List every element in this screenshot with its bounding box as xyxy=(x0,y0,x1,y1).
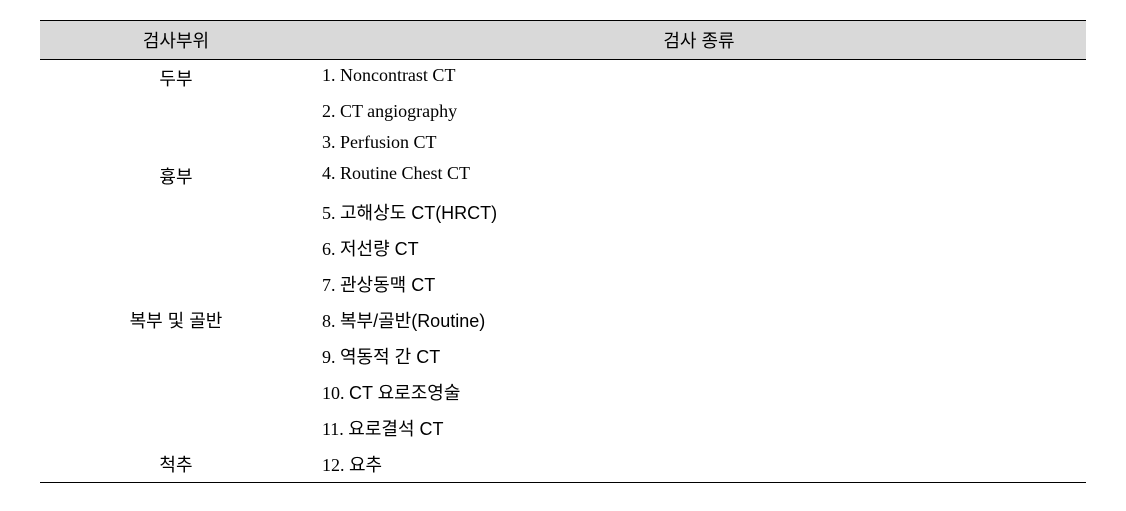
cell-type: 4. Routine Chest CT xyxy=(312,158,1086,194)
item-number: 9. xyxy=(322,347,336,367)
item-number: 8. xyxy=(322,311,336,331)
cell-region xyxy=(40,410,312,446)
item-label: 저선량 CT xyxy=(340,239,419,259)
cell-type: 3. Perfusion CT xyxy=(312,127,1086,158)
item-number: 6. xyxy=(322,239,336,259)
item-label: CT angiography xyxy=(340,101,457,121)
cell-region xyxy=(40,127,312,158)
table-row: 흉부4. Routine Chest CT xyxy=(40,158,1086,194)
cell-region xyxy=(40,338,312,374)
item-number: 3. xyxy=(322,132,336,152)
cell-region xyxy=(40,230,312,266)
table-body: 두부1. Noncontrast CT2. CT angiography3. P… xyxy=(40,60,1086,483)
item-number: 5. xyxy=(322,203,336,223)
item-label: Noncontrast CT xyxy=(340,65,455,85)
cell-type: 10. CT 요로조영술 xyxy=(312,374,1086,410)
cell-region: 복부 및 골반 xyxy=(40,302,312,338)
cell-type: 7. 관상동맥 CT xyxy=(312,266,1086,302)
table-row: 2. CT angiography xyxy=(40,96,1086,127)
item-number: 12. xyxy=(322,455,345,475)
item-number: 10. xyxy=(322,383,345,403)
table-row: 10. CT 요로조영술 xyxy=(40,374,1086,410)
item-label: Perfusion CT xyxy=(340,132,437,152)
cell-type: 5. 고해상도 CT(HRCT) xyxy=(312,194,1086,230)
table-row: 척추12. 요추 xyxy=(40,446,1086,483)
cell-type: 11. 요로결석 CT xyxy=(312,410,1086,446)
item-label: 역동적 간 CT xyxy=(340,347,440,367)
ct-exam-table: 검사부위 검사 종류 두부1. Noncontrast CT2. CT angi… xyxy=(40,20,1086,483)
table-row: 6. 저선량 CT xyxy=(40,230,1086,266)
table-row: 3. Perfusion CT xyxy=(40,127,1086,158)
item-label: 복부/골반(Routine) xyxy=(340,311,485,331)
table-row: 11. 요로결석 CT xyxy=(40,410,1086,446)
cell-type: 2. CT angiography xyxy=(312,96,1086,127)
item-label: CT 요로조영술 xyxy=(349,383,460,403)
header-region: 검사부위 xyxy=(40,21,312,60)
item-label: 관상동맥 CT xyxy=(340,275,435,295)
item-label: Routine Chest CT xyxy=(340,163,470,183)
cell-region xyxy=(40,96,312,127)
cell-type: 6. 저선량 CT xyxy=(312,230,1086,266)
cell-type: 9. 역동적 간 CT xyxy=(312,338,1086,374)
cell-type: 12. 요추 xyxy=(312,446,1086,483)
item-label: 요로결석 CT xyxy=(348,419,443,439)
table-row: 5. 고해상도 CT(HRCT) xyxy=(40,194,1086,230)
table-row: 두부1. Noncontrast CT xyxy=(40,60,1086,97)
table-row: 9. 역동적 간 CT xyxy=(40,338,1086,374)
item-number: 4. xyxy=(322,163,336,183)
cell-region: 척추 xyxy=(40,446,312,483)
cell-region xyxy=(40,266,312,302)
cell-type: 8. 복부/골반(Routine) xyxy=(312,302,1086,338)
cell-region xyxy=(40,374,312,410)
cell-region: 두부 xyxy=(40,60,312,97)
cell-region: 흉부 xyxy=(40,158,312,194)
header-type: 검사 종류 xyxy=(312,21,1086,60)
cell-region xyxy=(40,194,312,230)
table-row: 7. 관상동맥 CT xyxy=(40,266,1086,302)
item-number: 7. xyxy=(322,275,336,295)
table-row: 복부 및 골반8. 복부/골반(Routine) xyxy=(40,302,1086,338)
item-label: 요추 xyxy=(349,455,382,475)
item-number: 2. xyxy=(322,101,336,121)
item-number: 11. xyxy=(322,419,344,439)
item-label: 고해상도 CT(HRCT) xyxy=(340,203,497,223)
item-number: 1. xyxy=(322,65,336,85)
table-header-row: 검사부위 검사 종류 xyxy=(40,21,1086,60)
cell-type: 1. Noncontrast CT xyxy=(312,60,1086,97)
